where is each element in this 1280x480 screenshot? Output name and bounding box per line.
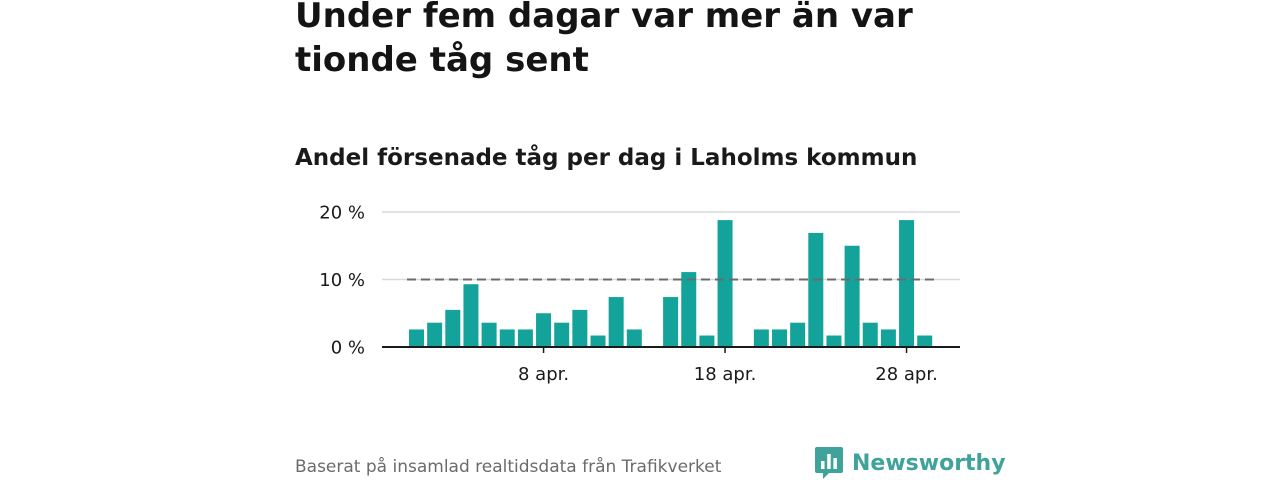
- bar-2024-04-09: [554, 322, 570, 347]
- x-tick-labels: 8 apr. 18 apr. 28 apr.: [518, 364, 938, 385]
- bars: [409, 220, 933, 347]
- bar-2024-04-21: [772, 329, 787, 347]
- chart-title: Under fem dagar var mer än var tionde tå…: [295, 0, 913, 80]
- y-tick-label-1: 10 %: [319, 270, 365, 291]
- y-tick-label-0: 0 %: [331, 338, 365, 359]
- bar-2024-04-15: [663, 297, 679, 347]
- bar-2024-04-13: [626, 329, 642, 347]
- bar-2024-04-16: [681, 272, 697, 347]
- bar-2024-04-20: [753, 329, 769, 347]
- bar-2024-04-04: [463, 284, 479, 347]
- bar-2024-04-01: [409, 329, 424, 347]
- bar-2024-04-12: [608, 297, 624, 347]
- bar-2024-04-03: [445, 309, 461, 347]
- bar-2024-04-27: [880, 329, 896, 347]
- newsworthy-logo: Newsworthy: [814, 446, 1006, 480]
- bar-2024-04-06: [499, 329, 515, 347]
- bar-2024-04-08: [536, 313, 552, 347]
- bar-2024-04-17: [699, 335, 715, 347]
- x-tick-label-2: 28 apr.: [875, 364, 938, 385]
- bar-2024-04-18: [717, 220, 733, 347]
- bar-2024-04-28: [899, 220, 915, 347]
- source-note: Baserat på insamlad realtidsdata från Tr…: [295, 457, 722, 477]
- brand-name: Newsworthy: [852, 450, 1006, 476]
- y-tick-label-2: 20 %: [319, 203, 365, 224]
- axes: [382, 346, 960, 353]
- bar-2024-04-24: [826, 335, 842, 347]
- bar-2024-04-11: [590, 335, 606, 347]
- bar-2024-04-26: [862, 322, 878, 347]
- y-tick-labels: 0 % 10 % 20 %: [319, 203, 365, 359]
- bar-2024-04-05: [481, 322, 497, 347]
- bar-2024-04-23: [808, 232, 824, 347]
- x-tick-label-0: 8 apr.: [518, 364, 569, 385]
- bar-2024-04-10: [572, 309, 588, 347]
- bar-2024-04-22: [790, 322, 806, 347]
- bar-2024-04-07: [517, 329, 533, 347]
- bar-2024-04-25: [844, 245, 860, 347]
- x-tick-label-1: 18 apr.: [694, 364, 757, 385]
- bar-2024-04-02: [427, 322, 443, 347]
- bar-2024-04-29: [917, 335, 933, 347]
- chart-subtitle: Andel försenade tåg per dag i Laholms ko…: [295, 145, 918, 171]
- newsworthy-logo-icon: [815, 447, 843, 479]
- grid-lines: [382, 211, 960, 281]
